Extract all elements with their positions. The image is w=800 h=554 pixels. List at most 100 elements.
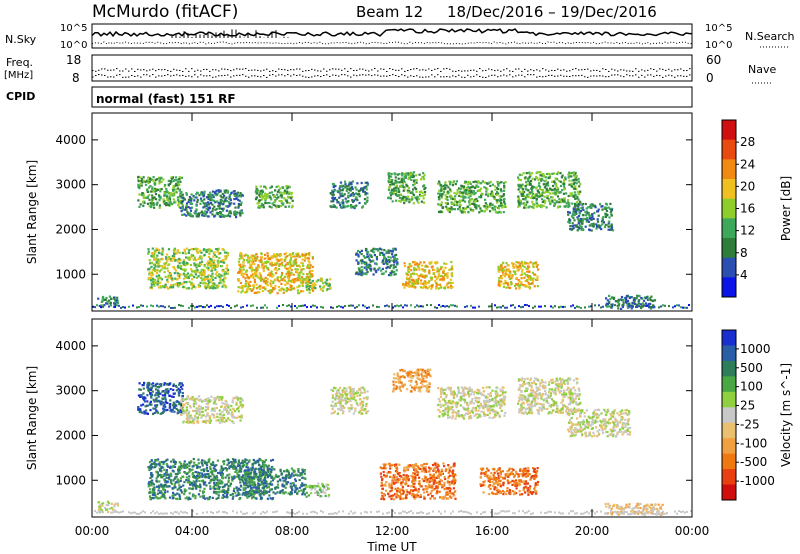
power-echo-cell [500,203,503,206]
power-echo-cell [164,283,167,286]
power-echo-cell [389,259,392,262]
power-echo-cell [206,215,209,218]
power-echo-cell [240,193,243,196]
velocity-echo-cell [163,409,166,412]
power-echo-cell [233,202,236,205]
power-echo-cell [223,274,226,277]
power-echo-cell [450,201,453,204]
power-echo-cell [182,196,185,199]
freq-dot [491,69,493,71]
power-echo-cell [513,271,517,274]
power-echo-cell [521,262,524,265]
power-ground-cell [242,305,244,308]
power-echo-cell [485,203,488,206]
power-ground-cell [622,306,624,309]
power-echo-cell [280,200,283,203]
power-echo-cell [417,277,420,280]
nave-dot [425,76,427,78]
nave-dot [464,76,466,78]
velocity-echo-cell [141,411,144,414]
power-echo-cell [153,279,156,282]
freq-dot [521,70,523,72]
power-echo-region [237,252,315,295]
power-echo-cell [252,254,255,257]
power-echo-cell [332,192,335,195]
power-echo-cell [186,210,189,214]
power-echo-cell [173,251,176,254]
power-echo-cell [486,208,489,211]
freq-dot [635,68,637,70]
power-echo-cell [480,182,483,185]
power-ground-cell [240,306,242,309]
power-echo-cell [602,221,606,224]
power-echo-cell [389,249,392,252]
power-echo-cell [256,275,259,278]
power-echo-cell [348,181,351,184]
power-echo-cell [489,193,493,196]
power-echo-cell [394,247,397,250]
power-echo-cell [414,187,418,190]
nave-dot [413,75,415,77]
power-echo-cell [351,191,354,195]
power-echo-cell [405,272,408,275]
power-echo-cell [310,285,314,288]
velocity-echo-cell [113,503,116,506]
power-echo-cell [495,199,498,202]
nave-dot [308,76,310,78]
velocity-echo-cell [178,383,181,386]
power-echo-cell [320,277,323,280]
power-echo-cell [150,178,153,181]
power-ground-cell [386,304,388,307]
nave-dot [557,75,559,77]
power-echo-cell [275,255,278,258]
nave-dot [497,76,499,78]
power-echo-cell [453,208,456,211]
power-ground-cell [506,306,508,309]
power-echo-cell [274,204,277,207]
power-echo-cell [339,192,342,195]
freq-dot [197,69,199,71]
power-echo-cell [144,196,147,199]
freq-dot [101,68,103,70]
power-echo-cell [553,187,556,190]
power-echo-cell [381,259,384,262]
power-echo-cell [170,285,173,289]
power-echo-cell [140,178,143,181]
power-echo-cell [451,197,455,201]
power-echo-cell [217,284,220,287]
power-echo-cell [266,277,269,281]
power-echo-cell [194,264,197,267]
power-echo-cell [422,282,425,285]
power-echo-cell [496,181,499,184]
power-ground-cell [658,306,660,309]
freq-dot [194,70,196,72]
power-echo-cell [350,183,353,186]
power-ground-cell [344,305,346,308]
power-echo-cell [353,193,356,196]
power-echo-cell [342,194,345,198]
power-echo-cell [211,190,215,193]
power-ground-cell [92,305,94,308]
power-echo-cell [397,181,400,184]
power-ground-cell [524,304,526,307]
power-echo-cell [245,270,248,273]
power-echo-cell [246,259,249,262]
power-echo-cell [607,206,610,209]
power-echo-cell [491,207,494,210]
power-echo-cell [405,183,408,186]
power-echo-cell [491,183,494,186]
power-echo-cell [391,200,394,203]
power-echo-cell [388,274,391,277]
power-echo-cell [357,189,360,192]
power-echo-cell [414,196,417,199]
power-echo-cell [527,276,530,279]
power-echo-cell [162,198,165,201]
power-echo-cell [355,253,358,256]
power-echo-cell [239,203,242,206]
power-echo-cell [155,188,158,191]
power-echo-cell [153,196,156,199]
power-echo-cell [166,278,169,282]
power-echo-cell [338,196,341,199]
power-echo-cell [146,202,149,205]
velocity-echo-cell [158,467,161,470]
